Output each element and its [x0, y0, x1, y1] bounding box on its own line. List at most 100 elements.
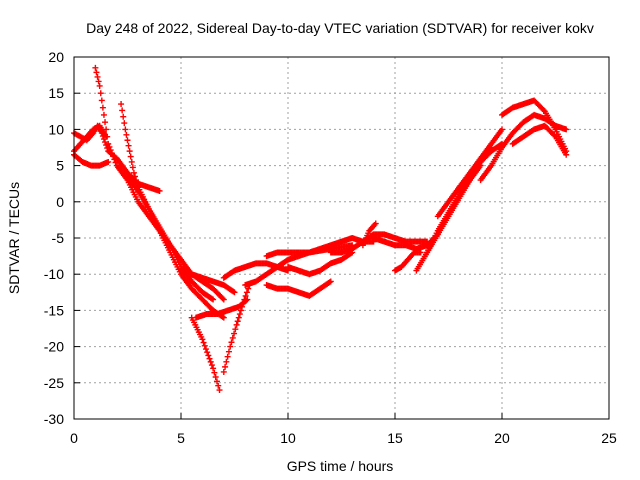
data-point [200, 339, 207, 346]
data-point [227, 343, 234, 350]
data-point [125, 142, 132, 149]
data-point [231, 330, 238, 337]
data-point [128, 158, 135, 165]
data-point [112, 159, 119, 166]
data-point [127, 153, 134, 160]
data-point [228, 339, 235, 346]
data-point [235, 314, 242, 321]
data-point [199, 336, 206, 343]
data-point [102, 139, 109, 146]
data-point [327, 278, 334, 285]
y-tick-label: -5 [52, 230, 65, 246]
data-point [216, 387, 223, 394]
data-point [243, 289, 250, 296]
data-point [326, 279, 333, 286]
series-track-b [71, 122, 110, 155]
data-point [220, 368, 227, 375]
data-point [210, 296, 217, 303]
y-tick-label: -20 [44, 339, 64, 355]
data-point [417, 249, 424, 256]
data-point [499, 126, 505, 133]
y-axis-label: SDTVAR / TECUs [6, 182, 22, 294]
series-track-x [499, 97, 570, 155]
data-point [211, 369, 218, 376]
data-point [121, 120, 128, 127]
data-point [156, 187, 163, 194]
data-point [230, 288, 237, 295]
series-track-r [392, 249, 424, 274]
y-tick-label: -30 [44, 411, 64, 427]
data-point [540, 107, 547, 114]
x-tick-label: 5 [177, 430, 185, 446]
data-point [233, 321, 240, 328]
data-point [234, 318, 241, 325]
data-point [229, 334, 236, 341]
series-track-h [188, 314, 223, 394]
data-point [222, 363, 229, 370]
x-tick-label: 0 [70, 430, 78, 446]
x-tick-label: 15 [387, 430, 403, 446]
x-tick-label: 10 [280, 430, 296, 446]
y-tick-label: 5 [56, 158, 64, 174]
series-track-c [71, 151, 112, 169]
y-tick-label: 15 [48, 85, 64, 101]
data-point [223, 358, 230, 365]
data-point [210, 365, 217, 372]
data-point [212, 374, 219, 381]
data-point [105, 140, 112, 147]
series-track-f [124, 173, 217, 303]
x-tick-label: 25 [601, 430, 617, 446]
data-point [98, 97, 105, 104]
data-point [110, 153, 117, 160]
data-point [130, 169, 137, 176]
data-point [207, 358, 214, 365]
data-point [231, 289, 238, 296]
data-point [219, 295, 226, 302]
data-point [111, 156, 118, 163]
data-point [215, 382, 222, 389]
series-track-a [71, 122, 163, 194]
data-point [107, 147, 114, 154]
x-tick-label: 20 [494, 430, 510, 446]
data-point [236, 311, 243, 318]
x-axis-label: GPS time / hours [287, 458, 394, 474]
series-track-d [92, 64, 227, 303]
data-point [372, 220, 379, 227]
data-point [242, 292, 249, 299]
data-point [102, 119, 109, 126]
data-point [208, 295, 215, 302]
data-point [201, 342, 208, 349]
data-point [237, 307, 244, 314]
data-point [206, 355, 213, 362]
data-point [105, 158, 112, 165]
data-marks [71, 64, 570, 394]
data-point [93, 69, 100, 76]
data-point [241, 296, 248, 303]
data-point [100, 111, 107, 118]
data-point [202, 346, 209, 353]
data-point [106, 143, 113, 150]
data-point [96, 82, 103, 89]
data-point [131, 173, 138, 180]
data-point [551, 132, 558, 139]
y-tick-label: -10 [44, 266, 64, 282]
data-point [208, 362, 215, 369]
data-point [205, 352, 212, 359]
data-point [99, 104, 106, 111]
data-point [124, 137, 131, 144]
series-track-i [192, 296, 251, 321]
data-point [220, 314, 227, 321]
series-track-z [359, 220, 379, 249]
data-point [118, 101, 125, 108]
data-point [232, 326, 239, 333]
y-tick-label: -25 [44, 375, 64, 391]
chart-title: Day 248 of 2022, Sidereal Day-to-day VTE… [86, 20, 594, 36]
data-point [108, 150, 115, 157]
data-point [104, 133, 111, 140]
data-point [240, 300, 247, 307]
data-point [563, 126, 570, 133]
data-point [204, 349, 211, 356]
data-point [122, 126, 129, 133]
data-point [224, 353, 231, 360]
